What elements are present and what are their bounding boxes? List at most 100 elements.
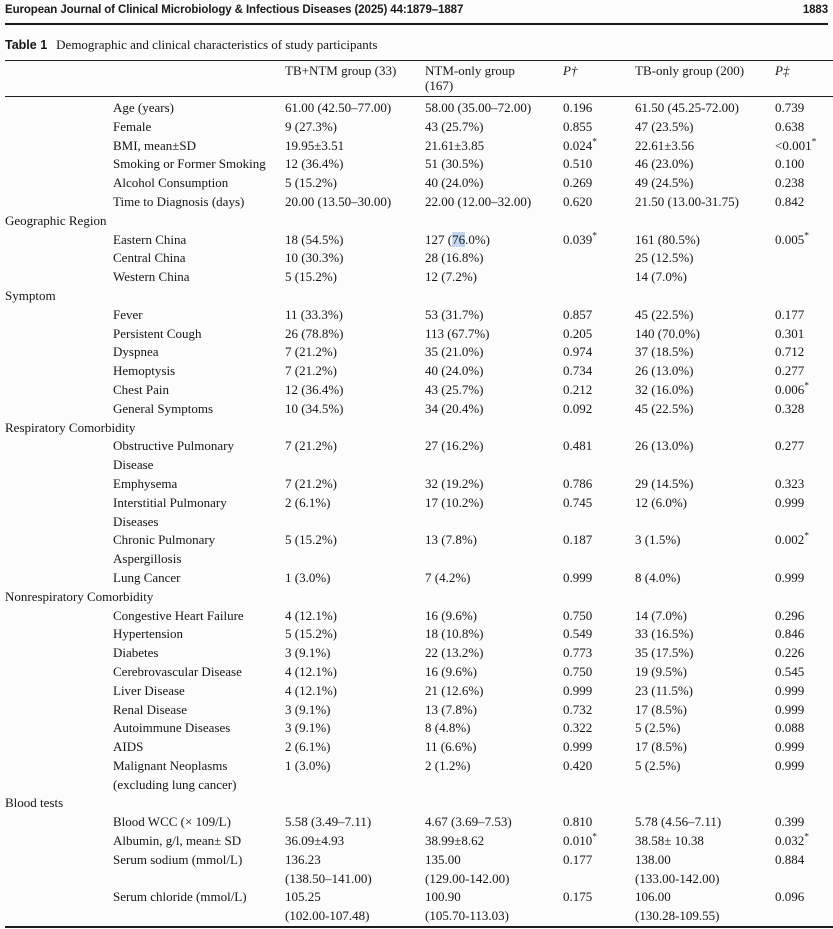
cell-value: 5 (15.2%): [285, 626, 337, 642]
significance-star: *: [592, 137, 597, 148]
cell-value: 0.024*: [563, 137, 597, 153]
cell-value: 5 (15.2%): [285, 269, 337, 285]
cell-value: 12 (36.4%): [285, 156, 344, 172]
section-label: Nonrespiratory Comorbidity: [5, 588, 154, 604]
row-label: Time to Diagnosis (days): [113, 193, 245, 209]
cell-value: 18 (10.8%): [425, 626, 484, 642]
table-row: Autoimmune Diseases 3 (9.1%) 8 (4.8%) 0.322…: [5, 719, 833, 738]
row-label: Smoking or Former Smoking: [113, 156, 266, 172]
cell-value: 45 (22.5%): [635, 306, 694, 322]
text-selection-highlight: 76: [452, 231, 466, 247]
table-row: Serum sodium (mmol/L) 136.23 (138.50–141.…: [5, 851, 833, 889]
row-label: Western China: [113, 269, 190, 285]
cell-value: 161 (80.5%): [635, 231, 700, 247]
cell-value: 27 (16.2%): [425, 438, 484, 454]
row-label: Fever: [113, 306, 143, 322]
cell-value: 0.732: [563, 701, 593, 717]
cell-value: 16 (9.6%): [425, 663, 477, 679]
cell-value: 2 (6.1%): [285, 494, 331, 510]
cell-value: 0.212: [563, 381, 593, 397]
cell-value: 43 (25.7%): [425, 118, 484, 134]
page-header: European Journal of Clinical Microbiolog…: [5, 0, 828, 25]
cell-value: 25 (12.5%): [635, 250, 694, 266]
cell-value: [775, 249, 833, 268]
cell-value: 58.00 (35.00–72.00): [425, 100, 532, 115]
cell-value: 0.196: [563, 100, 593, 115]
col-header-ntm-only-group: NTM-only group (167): [425, 60, 563, 97]
col-header-tb-ntm-group: TB+NTM group (33): [285, 60, 425, 97]
cell-value: 0.032*: [775, 832, 809, 849]
cell-value: 0.810: [563, 814, 593, 830]
cell-value: 3 (9.1%): [285, 720, 331, 736]
section-row: Nonrespiratory Comorbidity: [5, 588, 833, 607]
table-row: Malignant Neoplasms (excluding lung canc…: [5, 757, 833, 795]
cell-value: 0.745: [563, 494, 593, 510]
cell-value: 51 (30.5%): [425, 156, 484, 172]
cell-value: 3 (1.5%): [635, 532, 681, 548]
significance-star: *: [811, 137, 817, 148]
cell-value: 40 (24.0%): [425, 175, 484, 191]
cell-value: 0.999: [775, 739, 805, 755]
table-row: Central China 10 (30.3%) 28 (16.8%) 25 (12.…: [5, 249, 833, 268]
cell-value: 0.999: [563, 569, 593, 585]
cell-value: 13 (7.8%): [425, 701, 477, 717]
cell-value: 0.092: [563, 400, 593, 416]
cell-value: 5 (15.2%): [285, 175, 337, 191]
row-label: Chronic Pulmonary Aspergillosis: [113, 532, 216, 567]
cell-value: 106.00 (130.28-109.55): [635, 889, 720, 924]
row-label: Age (years): [113, 100, 174, 115]
cell-value: 47 (23.5%): [635, 118, 694, 134]
significance-star: *: [804, 532, 809, 542]
col-header-empty: [5, 60, 285, 97]
row-label: Serum chloride (mmol/L): [113, 889, 247, 905]
journal-citation: European Journal of Clinical Microbiolog…: [5, 4, 464, 16]
cell-value: 5 (2.5%): [635, 720, 681, 736]
cell-value: 5.58 (3.49–7.11): [285, 814, 372, 830]
section-label: Symptom: [5, 287, 56, 303]
cell-value: 38.58± 10.38: [635, 833, 704, 849]
cell-value: 0.399: [775, 814, 805, 830]
cell-value: 16 (9.6%): [425, 607, 477, 623]
section-row: Geographic Region: [5, 212, 833, 231]
cell-value: 34 (20.4%): [425, 400, 484, 416]
cell-value: 5.78 (4.56–7.11): [635, 814, 722, 830]
table-row: Renal Disease 3 (9.1%) 13 (7.8%) 0.732 17 (8…: [5, 701, 833, 720]
cell-value: 19 (9.5%): [635, 663, 687, 679]
cell-value: 0.177: [775, 306, 805, 322]
section-label: Geographic Region: [5, 212, 107, 228]
table-row: Diabetes 3 (9.1%) 22 (13.2%) 0.773 35 (17.5%…: [5, 644, 833, 663]
cell-value: 0.855: [563, 118, 593, 134]
cell-value: 2 (6.1%): [285, 739, 331, 755]
cell-value: 0.999: [563, 739, 593, 755]
table-row: Chronic Pulmonary Aspergillosis 5 (15.2%)…: [5, 531, 833, 569]
cell-value: 0.545: [775, 663, 805, 679]
cell-value: 10 (30.3%): [285, 250, 344, 266]
cell-value: 26 (13.0%): [635, 438, 694, 454]
table-row: Female 9 (27.3%) 43 (25.7%) 0.855 47 (23.5%)…: [5, 118, 833, 137]
cell-value: 0.006*: [775, 381, 809, 397]
cell-value: 5 (15.2%): [285, 532, 337, 548]
cell-value: 11 (6.6%): [425, 739, 477, 755]
cell-value: 0.420: [563, 757, 593, 773]
cell-value: 0.549: [563, 626, 593, 642]
cell-value: 0.088: [775, 720, 805, 736]
cell-value: 0.510: [563, 156, 593, 172]
row-label: Emphysema: [113, 475, 178, 491]
cell-value: 0.096: [775, 889, 805, 905]
cell-value: <0.001*: [775, 137, 817, 153]
table-caption-label: Table 1: [5, 38, 48, 52]
cell-value: 0.884: [775, 851, 805, 867]
cell-value: 0.773: [563, 645, 593, 661]
cell-value: 0.277: [775, 438, 805, 454]
table-row: Congestive Heart Failure 4 (12.1%) 16 (9.6…: [5, 607, 833, 626]
cell-value: 12 (6.0%): [635, 494, 687, 510]
cell-value: 100.90 (105.70-113.03): [425, 889, 510, 924]
cell-value: 0.323: [775, 475, 805, 491]
cell-value: 0.187: [563, 532, 593, 548]
cell-value: 4 (12.1%): [285, 607, 337, 623]
section-label: Respiratory Comorbidity: [5, 419, 136, 435]
table-body: Age (years) 61.00 (42.50–77.00) 58.00 (35.…: [5, 97, 833, 928]
cell-value: 21.50 (13.00-31.75): [635, 193, 739, 209]
row-label: Persistent Cough: [113, 325, 202, 341]
cell-value: 0.328: [775, 400, 805, 416]
